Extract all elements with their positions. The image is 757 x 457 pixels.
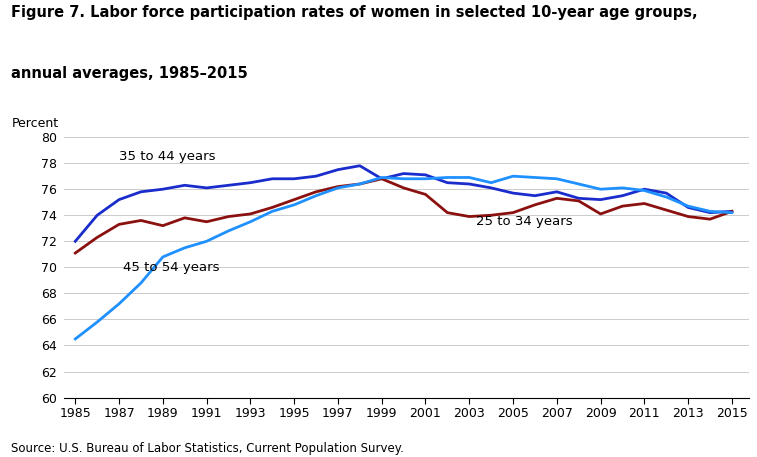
Text: Source: U.S. Bureau of Labor Statistics, Current Population Survey.: Source: U.S. Bureau of Labor Statistics,… [11,442,404,455]
Text: Percent: Percent [11,117,58,130]
Text: 45 to 54 years: 45 to 54 years [123,261,220,274]
Text: 25 to 34 years: 25 to 34 years [476,215,572,228]
Text: Figure 7. Labor force participation rates of women in selected 10-year age group: Figure 7. Labor force participation rate… [11,5,698,20]
Text: 35 to 44 years: 35 to 44 years [119,150,216,163]
Text: annual averages, 1985–2015: annual averages, 1985–2015 [11,66,248,81]
